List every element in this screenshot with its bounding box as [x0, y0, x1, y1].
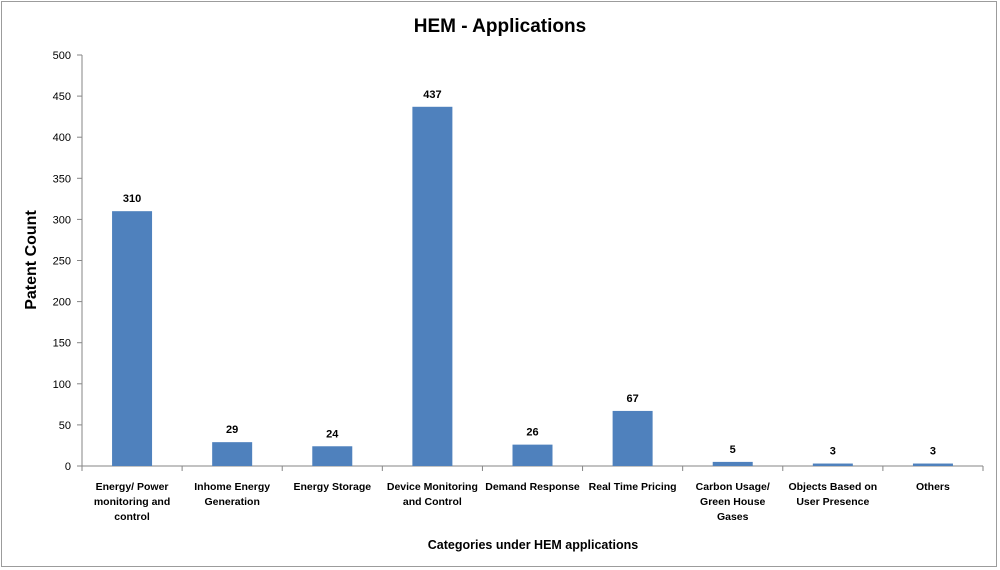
bars	[112, 106, 953, 466]
category-label: Objects Based on User Presence	[788, 481, 877, 508]
y-tick-label: 400	[53, 132, 71, 144]
bar	[112, 211, 153, 466]
data-label: 3	[930, 446, 936, 458]
bar	[912, 463, 953, 466]
x-axis-title: Categories under HEM applications	[428, 538, 639, 552]
category-label-line: Green House	[700, 496, 766, 508]
y-tick-label: 300	[53, 214, 71, 226]
category-label-line: control	[114, 511, 150, 523]
data-label: 26	[526, 427, 538, 439]
data-label: 29	[226, 424, 238, 436]
bar	[612, 410, 653, 466]
category-label-line: Others	[916, 481, 950, 493]
category-label: Others	[916, 481, 950, 493]
category-label-line: Gases	[717, 511, 749, 523]
bar	[812, 463, 853, 466]
category-label: Demand Response	[485, 481, 580, 493]
category-label-line: and Control	[403, 496, 462, 508]
category-label-line: Objects Based on	[788, 481, 877, 493]
category-label-line: Real Time Pricing	[589, 481, 677, 493]
y-tick-label: 500	[53, 50, 71, 62]
bar	[712, 461, 753, 466]
data-label: 310	[123, 193, 141, 205]
category-label: Energy Storage	[293, 481, 371, 493]
category-label: Device Monitoring and Control	[387, 481, 478, 508]
bar	[212, 442, 253, 466]
y-axis-title: Patent Count	[23, 210, 40, 310]
bar	[312, 446, 353, 466]
category-label-line: Device Monitoring	[387, 481, 478, 493]
y-tick-label: 250	[53, 256, 71, 268]
bar	[412, 106, 453, 466]
y-tick-label: 450	[53, 91, 71, 103]
data-label: 67	[626, 393, 638, 405]
category-label-line: Energy Storage	[293, 481, 371, 493]
y-tick-label: 0	[65, 461, 71, 473]
category-labels: Energy/ Power monitoring and control Inhome…	[94, 481, 950, 523]
axes	[81, 55, 984, 471]
y-tick-label: 100	[53, 379, 71, 391]
category-label-line: Energy/ Power	[96, 481, 169, 493]
category-label-line: Generation	[204, 496, 259, 508]
y-tick-label: 200	[53, 297, 71, 309]
category-label-line: monitoring and	[94, 496, 170, 508]
chart-title: HEM - Applications	[414, 16, 586, 37]
data-label: 24	[326, 428, 339, 440]
category-label-line: Carbon Usage/	[696, 481, 770, 493]
category-label-line: User Presence	[796, 496, 869, 508]
category-label-line: Demand Response	[485, 481, 580, 493]
category-label: Real Time Pricing	[589, 481, 677, 493]
y-ticks: 0 50 100 150 200 250 300 350 400 450 500	[53, 50, 82, 473]
y-tick-label: 50	[59, 420, 71, 432]
data-label: 3	[830, 446, 836, 458]
data-label: 5	[730, 444, 736, 456]
y-tick-label: 350	[53, 173, 71, 185]
category-label: Energy/ Power monitoring and control	[94, 481, 170, 523]
data-labels: 310 29 24 437 26 67 5 3 3	[123, 89, 936, 458]
category-label: Inhome Energy Generation	[194, 481, 270, 508]
category-label: Carbon Usage/Green House Gases	[696, 481, 770, 523]
data-label: 437	[423, 89, 441, 101]
bar	[512, 444, 553, 466]
y-tick-label: 150	[53, 338, 71, 350]
category-label-line: Inhome Energy	[194, 481, 270, 493]
